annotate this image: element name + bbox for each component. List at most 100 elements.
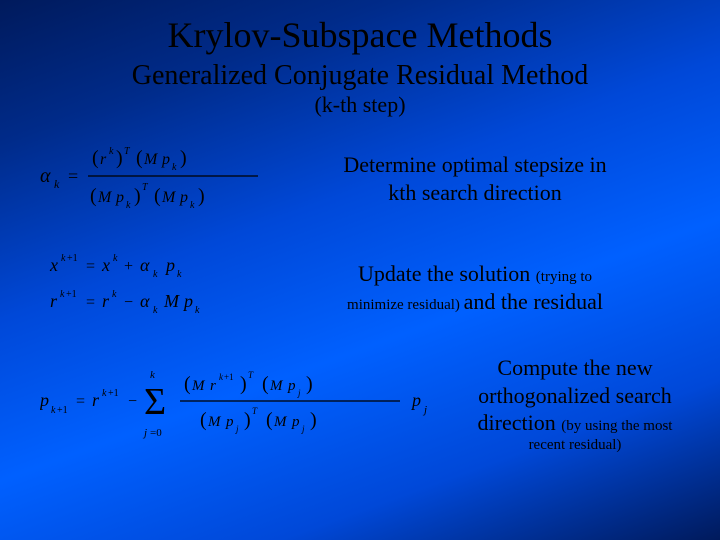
svg-text:=: = (68, 166, 78, 186)
svg-text:k: k (54, 177, 60, 191)
desc-newdir-small2: recent residual) (470, 437, 680, 454)
desc-update-small1: (trying to (536, 269, 592, 285)
svg-text:r: r (92, 390, 100, 410)
desc-newdir-line1: Compute the new (470, 354, 680, 382)
svg-text:k: k (177, 269, 182, 280)
slide-title: Krylov-Subspace Methods (40, 14, 680, 56)
svg-text:k: k (153, 305, 158, 316)
desc-alpha-line2: kth search direction (270, 179, 680, 207)
svg-text:+1: +1 (67, 253, 78, 264)
svg-text:r: r (210, 378, 216, 394)
desc-update-small2: minimize residual) (347, 297, 464, 313)
svg-text:p: p (115, 189, 124, 206)
svg-text:p: p (291, 414, 300, 430)
svg-text:): ) (240, 373, 247, 395)
svg-text:k: k (60, 289, 65, 300)
svg-text:+1: +1 (57, 405, 68, 416)
svg-text:=: = (86, 294, 95, 311)
svg-text:=0: =0 (150, 427, 162, 439)
svg-text:k: k (195, 305, 200, 316)
svg-text:(: ( (266, 409, 273, 431)
svg-text:α: α (140, 291, 150, 311)
svg-text:T: T (248, 370, 254, 380)
equation-newdir: p k +1 = r k +1 − Σ k j =0 ( M r k + (40, 356, 460, 451)
svg-text:): ) (116, 147, 123, 169)
svg-text:α: α (140, 255, 150, 275)
svg-text:j: j (422, 404, 427, 416)
equation-alpha: α k = ( r k ) T ( M p k ) ( M p k (40, 136, 270, 221)
slide: Krylov-Subspace Methods Generalized Conj… (0, 0, 720, 540)
desc-newdir-small1: (by using the most (561, 418, 672, 434)
svg-text:p: p (164, 255, 175, 275)
svg-text:T: T (124, 146, 131, 157)
desc-newdir: Compute the new orthogonalized search di… (460, 354, 680, 454)
svg-text:r: r (100, 151, 107, 168)
svg-text:p: p (287, 378, 296, 394)
svg-text:α: α (40, 165, 51, 187)
svg-text:Σ: Σ (144, 381, 166, 423)
svg-text:k: k (126, 200, 131, 211)
row-newdir: p k +1 = r k +1 − Σ k j =0 ( M r k + (40, 354, 680, 454)
svg-text:r: r (50, 291, 58, 311)
svg-text:k: k (150, 369, 156, 381)
svg-text:M: M (161, 189, 177, 206)
svg-text:j: j (142, 427, 147, 439)
svg-text:p: p (225, 414, 234, 430)
svg-text:=: = (76, 393, 85, 410)
svg-text:x: x (101, 255, 110, 275)
svg-text:j: j (297, 388, 301, 398)
svg-text:p: p (179, 189, 188, 206)
svg-text:): ) (198, 185, 205, 207)
svg-text:): ) (306, 373, 313, 395)
svg-text:+1: +1 (66, 289, 77, 300)
svg-text:T: T (252, 406, 258, 416)
svg-text:+: + (124, 258, 133, 275)
svg-text:=: = (86, 258, 95, 275)
svg-text:p: p (40, 390, 49, 410)
svg-text:r: r (102, 291, 110, 311)
svg-text:(: ( (154, 185, 161, 207)
svg-text:+1: +1 (224, 372, 234, 382)
svg-text:): ) (310, 409, 317, 431)
svg-text:k: k (153, 269, 158, 280)
svg-text:(: ( (262, 373, 269, 395)
svg-text:p: p (410, 390, 421, 410)
svg-text:M: M (191, 378, 206, 394)
desc-newdir-line3-lead: direction (478, 410, 562, 435)
svg-text:x: x (49, 255, 58, 275)
svg-text:M: M (207, 414, 222, 430)
svg-text:k: k (172, 162, 177, 173)
svg-text:+1: +1 (108, 388, 119, 399)
svg-text:(: ( (184, 373, 191, 395)
svg-text:k: k (112, 289, 117, 300)
svg-text:p: p (161, 151, 170, 168)
svg-text:k: k (51, 405, 56, 416)
svg-text:k: k (61, 253, 66, 264)
svg-text:(: ( (136, 147, 143, 169)
slide-subtitle: Generalized Conjugate Residual Method (40, 60, 680, 92)
row-alpha: α k = ( r k ) T ( M p k ) ( M p k (40, 136, 680, 221)
svg-text:): ) (180, 147, 187, 169)
desc-update-lead: Update the solution (358, 261, 536, 286)
svg-text:(: ( (90, 185, 97, 207)
svg-text:j: j (235, 424, 239, 434)
svg-text:p: p (182, 291, 193, 311)
svg-text:T: T (142, 182, 149, 193)
svg-text:k: k (102, 388, 107, 399)
svg-text:k: k (190, 200, 195, 211)
desc-update-tail: and the residual (464, 289, 603, 314)
desc-update: Update the solution (trying to minimize … (270, 260, 680, 315)
svg-text:M: M (143, 151, 159, 168)
svg-text:k: k (113, 253, 118, 264)
svg-text:M: M (269, 378, 284, 394)
svg-text:−: − (128, 393, 137, 410)
svg-text:): ) (244, 409, 251, 431)
desc-alpha: Determine optimal stepsize in kth search… (270, 151, 680, 206)
svg-text:(: ( (92, 147, 99, 169)
svg-text:k: k (109, 146, 114, 157)
equation-update: x k +1 = x k + α k p k r k +1 = r k − α (40, 245, 270, 330)
svg-text:M: M (97, 189, 113, 206)
step-label: (k-th step) (40, 92, 680, 118)
svg-text:): ) (134, 185, 141, 207)
row-update: x k +1 = x k + α k p k r k +1 = r k − α (40, 245, 680, 330)
